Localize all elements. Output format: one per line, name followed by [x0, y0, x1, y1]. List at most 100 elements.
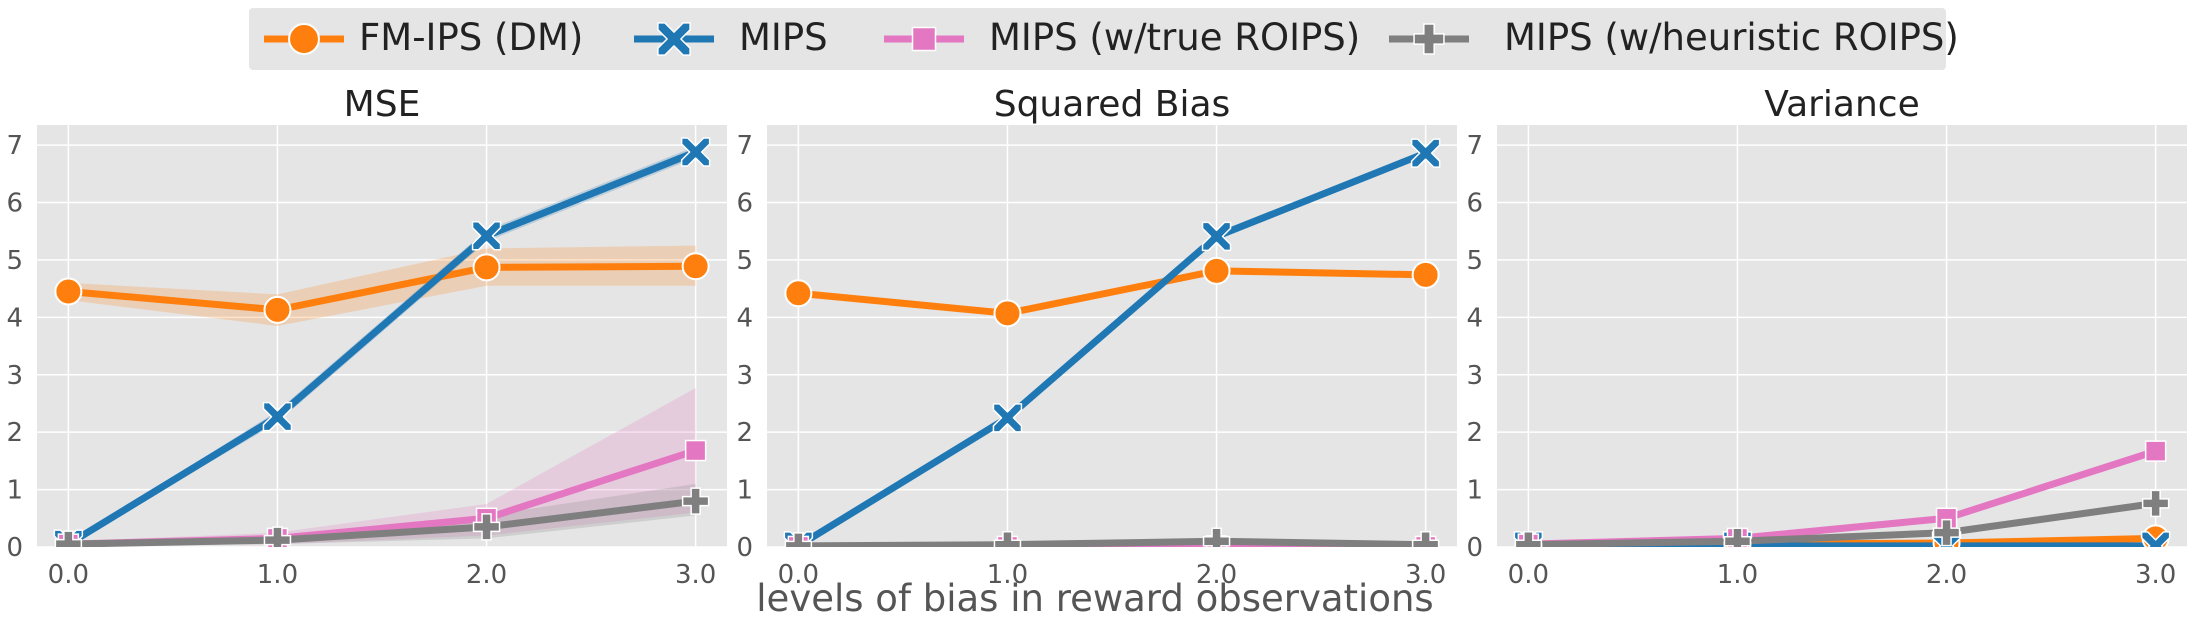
series-line	[798, 267, 1426, 317]
x-tick-label: 3.0	[1405, 560, 1446, 590]
data-point	[1723, 527, 1752, 547]
x-tick-label: 2.0	[1196, 560, 1237, 590]
y-tick-label: 5	[1466, 246, 1483, 276]
legend-marker	[911, 26, 937, 52]
plot-area	[1497, 125, 2187, 547]
y-tick-label: 0	[1466, 533, 1483, 563]
data-point	[54, 277, 83, 306]
y-tick-label: 6	[736, 189, 753, 219]
data-point	[471, 221, 502, 251]
x-tick-label: 3.0	[675, 560, 716, 590]
legend-symbols	[264, 22, 1469, 56]
legend-item-3	[1389, 23, 1469, 55]
data-point	[263, 526, 292, 547]
data-point	[684, 439, 707, 462]
series-line	[796, 149, 1427, 547]
y-tick-label: 1	[6, 476, 23, 506]
y-tick-label: 3	[6, 361, 23, 391]
x-tick-label: 2.0	[1926, 560, 1967, 590]
data-point	[1411, 530, 1440, 547]
data-point	[784, 532, 813, 547]
y-tick-label: 7	[736, 131, 753, 161]
data-point	[2140, 531, 2171, 547]
confidence-band	[68, 483, 696, 546]
data-point	[784, 279, 813, 308]
y-tick-label: 0	[6, 533, 23, 563]
series-line	[1528, 499, 2157, 547]
data-point	[262, 401, 293, 432]
series-line	[68, 262, 696, 314]
data-point	[1932, 518, 1961, 547]
data-point	[681, 252, 710, 281]
y-tick-label: 2	[1466, 418, 1483, 448]
series-line	[798, 537, 1426, 547]
legend-label: MIPS	[739, 16, 828, 59]
x-tick-label: 0.0	[1508, 560, 1549, 590]
data-point	[1202, 256, 1231, 285]
legend: FM-IPS (DM) MIPS MIPS (w/true ROIPS) MIPS (…	[249, 8, 1959, 70]
data-point	[993, 299, 1022, 328]
chart-title: Squared Bias	[994, 84, 1231, 125]
data-point	[1410, 138, 1441, 168]
legend-label: FM-IPS (DM)	[359, 16, 584, 59]
data-point	[993, 530, 1022, 547]
y-tick-label: 7	[6, 131, 23, 161]
data-point	[1411, 260, 1440, 289]
x-tick-label: 0.0	[48, 560, 89, 590]
y-tick-label: 2	[736, 418, 753, 448]
legend-item-1	[634, 22, 714, 56]
chart-title: Variance	[1764, 84, 1920, 125]
x-tick-label: 1.0	[987, 560, 1028, 590]
confidence-band	[68, 387, 696, 546]
data-point	[681, 487, 710, 515]
legend-label: MIPS (w/heuristic ROIPS)	[1504, 16, 1959, 59]
y-tick-label: 2	[6, 418, 23, 448]
y-tick-label: 5	[6, 246, 23, 276]
data-point	[1514, 530, 1543, 547]
data-point	[2144, 440, 2167, 462]
y-tick-label: 6	[1466, 189, 1483, 219]
legend-item-2	[884, 26, 964, 52]
data-point	[1202, 527, 1231, 547]
y-tick-label: 4	[1466, 303, 1483, 333]
data-point	[54, 530, 83, 547]
legend-marker	[1413, 23, 1445, 55]
x-tick-label: 1.0	[1717, 560, 1758, 590]
plot-area	[767, 125, 1457, 547]
panel-1: 0 1 2 3 4 5 6 7 0.0 1.0 2.0 3.0 Squared Bias	[736, 84, 1457, 590]
series-line	[66, 148, 697, 547]
legend-item-0	[264, 23, 344, 55]
x-tick-label: 2.0	[466, 560, 507, 590]
data-point	[472, 253, 501, 282]
x-tick-label: 0.0	[778, 560, 819, 590]
y-tick-label: 4	[6, 303, 23, 333]
series-line	[68, 497, 697, 547]
data-point	[263, 295, 292, 324]
x-tick-label: 3.0	[2135, 560, 2176, 590]
data-point	[1201, 221, 1232, 252]
data-point	[992, 403, 1023, 433]
y-tick-label: 6	[6, 189, 23, 219]
y-tick-label: 0	[736, 533, 753, 563]
y-tick-label: 1	[736, 476, 753, 506]
panel-2: 0 1 2 3 4 5 6 7 0.0 1.0 2.0 3.0 Variance	[1466, 84, 2187, 590]
y-tick-label: 7	[1466, 131, 1483, 161]
legend-marker	[657, 22, 691, 56]
y-tick-label: 5	[736, 246, 753, 276]
data-point	[472, 513, 501, 541]
y-tick-label: 3	[1466, 361, 1483, 391]
chart-title: MSE	[344, 84, 421, 125]
legend-marker	[288, 23, 320, 55]
legend-label: MIPS (w/true ROIPS)	[989, 16, 1361, 59]
panel-0: 0 1 2 3 4 5 6 7 0.0 1.0 2.0 3.0 MSE	[6, 84, 727, 590]
plot-content	[783, 138, 1441, 547]
y-tick-label: 4	[736, 303, 753, 333]
data-point	[2141, 489, 2170, 518]
x-tick-label: 1.0	[257, 560, 298, 590]
x-axis-label: levels of bias in reward observations	[756, 577, 1434, 620]
y-tick-label: 1	[1466, 476, 1483, 506]
y-tick-label: 3	[736, 361, 753, 391]
plot-content	[53, 137, 711, 547]
plot-content	[1513, 440, 2171, 547]
